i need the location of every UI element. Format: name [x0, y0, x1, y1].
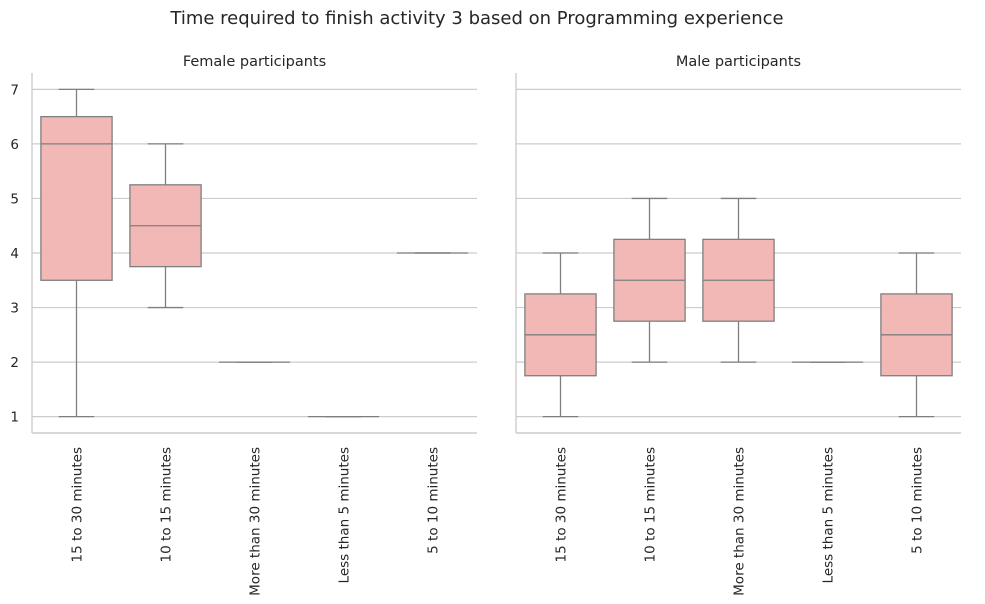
panel-2: Male participants 15 to 30 minutes 10 to 1… [515, 54, 961, 596]
box-2 [613, 197, 686, 363]
x-tick-label: 5 to 10 minutes [426, 447, 442, 554]
box-2 [129, 143, 202, 309]
x-tick-label: More than 30 minutes [732, 447, 748, 596]
box-3 [702, 197, 775, 363]
x-tick-label: 10 to 15 minutes [643, 447, 659, 562]
x-tick-label: 5 to 10 minutes [910, 447, 926, 554]
y-tick-label: 1 [10, 410, 19, 426]
panels: Female participants 1 2 3 4 5 6 7 15 to 30 minut… [10, 54, 961, 596]
box-1 [524, 252, 597, 418]
figure-title: Time required to finish activity 3 based… [169, 8, 783, 29]
x-tick-label: Less than 5 minutes [337, 447, 353, 583]
x-tick-label: 10 to 15 minutes [159, 447, 175, 562]
y-tick-label: 6 [10, 137, 19, 153]
x-tick-label: 15 to 30 minutes [70, 447, 86, 562]
y-tick-label: 7 [10, 82, 19, 98]
iqr-box [40, 115, 113, 281]
y-tick-label: 5 [10, 191, 19, 207]
y-tick-label: 4 [10, 246, 19, 262]
panel-title: Male participants [676, 54, 801, 70]
y-tick-label: 3 [10, 301, 19, 317]
panel-title: Female participants [183, 54, 326, 70]
x-tick-label: More than 30 minutes [248, 447, 264, 596]
panel-1: Female participants 1 2 3 4 5 6 7 15 to 30 minut… [10, 54, 477, 596]
box-5 [880, 252, 953, 418]
x-tick-label: Less than 5 minutes [821, 447, 837, 583]
x-tick-label: 15 to 30 minutes [554, 447, 570, 562]
box-1 [40, 88, 113, 418]
y-tick-label: 2 [10, 355, 19, 371]
